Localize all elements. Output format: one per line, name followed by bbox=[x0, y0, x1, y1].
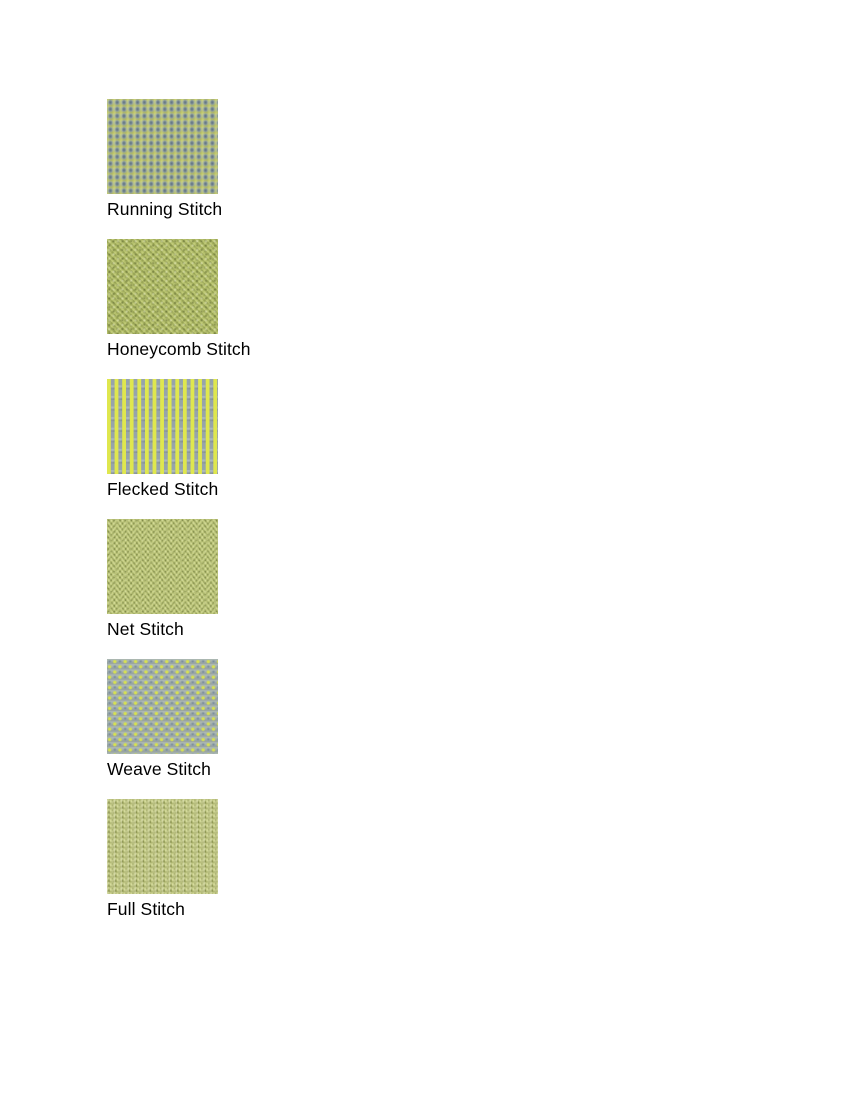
stitch-swatch-image-weave-stitch bbox=[107, 659, 218, 754]
list-item[interactable]: Running Stitch bbox=[107, 99, 707, 221]
stitch-swatch-caption: Flecked Stitch bbox=[107, 479, 219, 499]
stitch-swatch-image-net-stitch bbox=[107, 519, 218, 614]
stitch-swatch-image-full-stitch bbox=[107, 799, 218, 894]
list-item[interactable]: Net Stitch bbox=[107, 519, 707, 641]
stitch-swatch-image-flecked-stitch bbox=[107, 379, 218, 474]
stitch-swatch-gallery: Running Stitch Honeycomb Stitch Flecked … bbox=[107, 99, 707, 921]
stitch-swatch-caption: Net Stitch bbox=[107, 619, 184, 639]
stitch-swatch-image-honeycomb-stitch bbox=[107, 239, 218, 334]
list-item[interactable]: Flecked Stitch bbox=[107, 379, 707, 501]
stitch-swatch-caption: Running Stitch bbox=[107, 199, 223, 219]
stitch-swatch-caption: Full Stitch bbox=[107, 899, 185, 919]
list-item[interactable]: Weave Stitch bbox=[107, 659, 707, 781]
list-item[interactable]: Honeycomb Stitch bbox=[107, 239, 707, 361]
list-item[interactable]: Full Stitch bbox=[107, 799, 707, 921]
stitch-swatch-image-running-stitch bbox=[107, 99, 218, 194]
stitch-swatch-caption: Weave Stitch bbox=[107, 759, 211, 779]
stitch-swatch-caption: Honeycomb Stitch bbox=[107, 339, 251, 359]
